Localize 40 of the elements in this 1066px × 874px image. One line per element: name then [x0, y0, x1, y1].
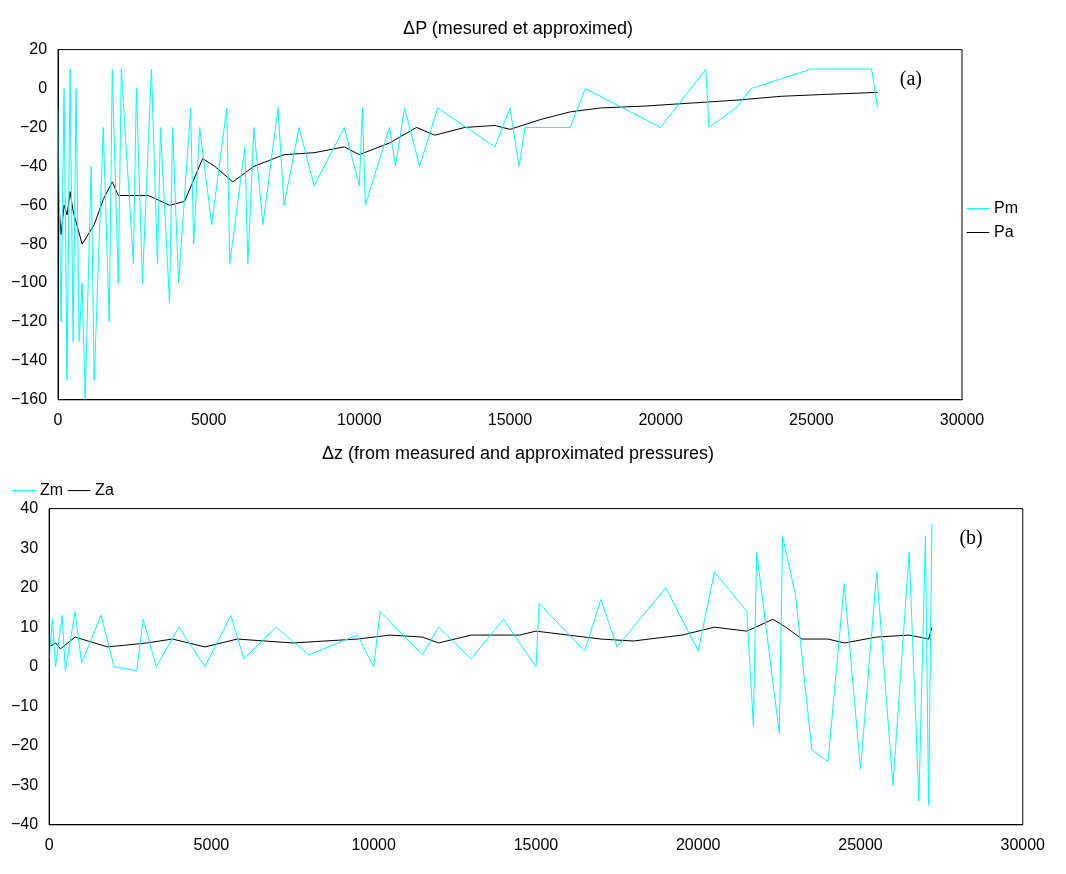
y-tick-label: 20	[20, 578, 39, 596]
y-tick-label: −100	[10, 273, 48, 291]
x-tick-label: 30000	[1000, 835, 1046, 853]
x-tick-label: 20000	[675, 835, 721, 853]
x-tick-label: 10000	[351, 835, 397, 853]
x-tick-label: 20000	[638, 410, 684, 428]
x-tick-label: 25000	[789, 410, 834, 428]
x-tick-label: 15000	[487, 410, 533, 428]
y-tick-label: −20	[11, 736, 39, 754]
legend-label: Zm	[40, 481, 64, 499]
x-tick-label: 5000	[193, 835, 230, 853]
x-tick-label: 25000	[838, 835, 883, 853]
y-tick-label: −30	[11, 775, 39, 793]
chart-title: Δz (from measured and approximated pressures)	[321, 442, 715, 463]
y-tick-label: −160	[10, 390, 48, 408]
y-tick-label: −60	[19, 195, 48, 213]
y-tick-label: −80	[19, 234, 48, 252]
y-tick-label: −10	[11, 696, 39, 714]
y-tick-label: −40	[19, 156, 48, 174]
y-tick-label: 30	[20, 538, 39, 556]
y-tick-label: 20	[29, 40, 48, 58]
y-tick-label: 0	[38, 78, 48, 96]
x-tick-label: 5000	[190, 410, 227, 428]
legend-label: Pa	[994, 222, 1014, 240]
legend-label: Pm	[994, 198, 1018, 216]
x-tick-label: 15000	[513, 835, 559, 853]
y-tick-label: −120	[10, 312, 48, 330]
y-tick-label: −140	[10, 351, 48, 369]
y-tick-label: 40	[20, 499, 39, 517]
annotation: (a)	[899, 66, 922, 90]
chart-title: ΔP (mesured et approximed)	[403, 17, 633, 38]
y-tick-label: 0	[29, 657, 39, 675]
legend-label: Za	[95, 481, 114, 499]
y-tick-label: −20	[19, 117, 48, 135]
annotation: (b)	[959, 525, 983, 549]
y-tick-label: 10	[20, 617, 39, 635]
x-tick-label: 30000	[939, 410, 985, 428]
x-tick-label: 0	[53, 410, 63, 428]
x-tick-label: 10000	[337, 410, 382, 428]
y-tick-label: −40	[11, 815, 39, 833]
